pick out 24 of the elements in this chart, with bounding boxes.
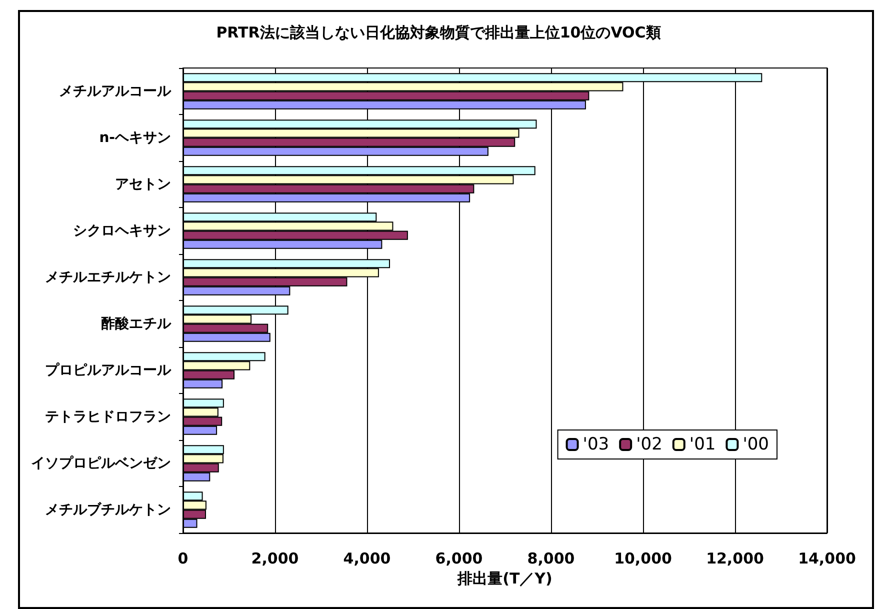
y-tick-label: イソプロピルベンゼン xyxy=(31,454,171,472)
x-tick-label: 0 xyxy=(178,550,188,568)
y-tick-label: プロピルアルコール xyxy=(45,361,172,378)
y-tick-label: 酢酸エチル xyxy=(101,316,172,332)
y-tick-label: アセトン xyxy=(115,176,171,192)
y-tick-label: n-ヘキサン xyxy=(99,130,171,146)
legend-label: '03 xyxy=(582,434,610,454)
y-tick-label: シクロヘキサン xyxy=(73,222,171,239)
x-tick-label: 12,000 xyxy=(706,550,764,568)
x-tick-label: 4,000 xyxy=(343,550,391,568)
x-tick-label: 14,000 xyxy=(798,550,856,568)
legend-label: '00 xyxy=(742,434,770,454)
y-tick-label: メチルエチルケトン xyxy=(45,269,171,286)
x-tick-label: 8,000 xyxy=(527,550,575,568)
y-tick-label: メチルブチルケトン xyxy=(45,500,171,518)
chart-title: PRTR法に該当しない日化協対象物質で排出量上位10位のVOC類 xyxy=(216,24,661,42)
legend-label: '01 xyxy=(689,434,716,454)
y-tick-label: テトラヒドロフラン xyxy=(45,408,171,425)
x-axis-title: 排出量(T／Y) xyxy=(456,569,552,588)
x-tick-label: 10,000 xyxy=(614,550,672,568)
x-tick-label: 2,000 xyxy=(251,550,299,568)
x-tick-label: 6,000 xyxy=(435,550,483,568)
legend-label: '02 xyxy=(636,434,662,454)
y-tick-label: メチルアルコール xyxy=(59,83,172,100)
